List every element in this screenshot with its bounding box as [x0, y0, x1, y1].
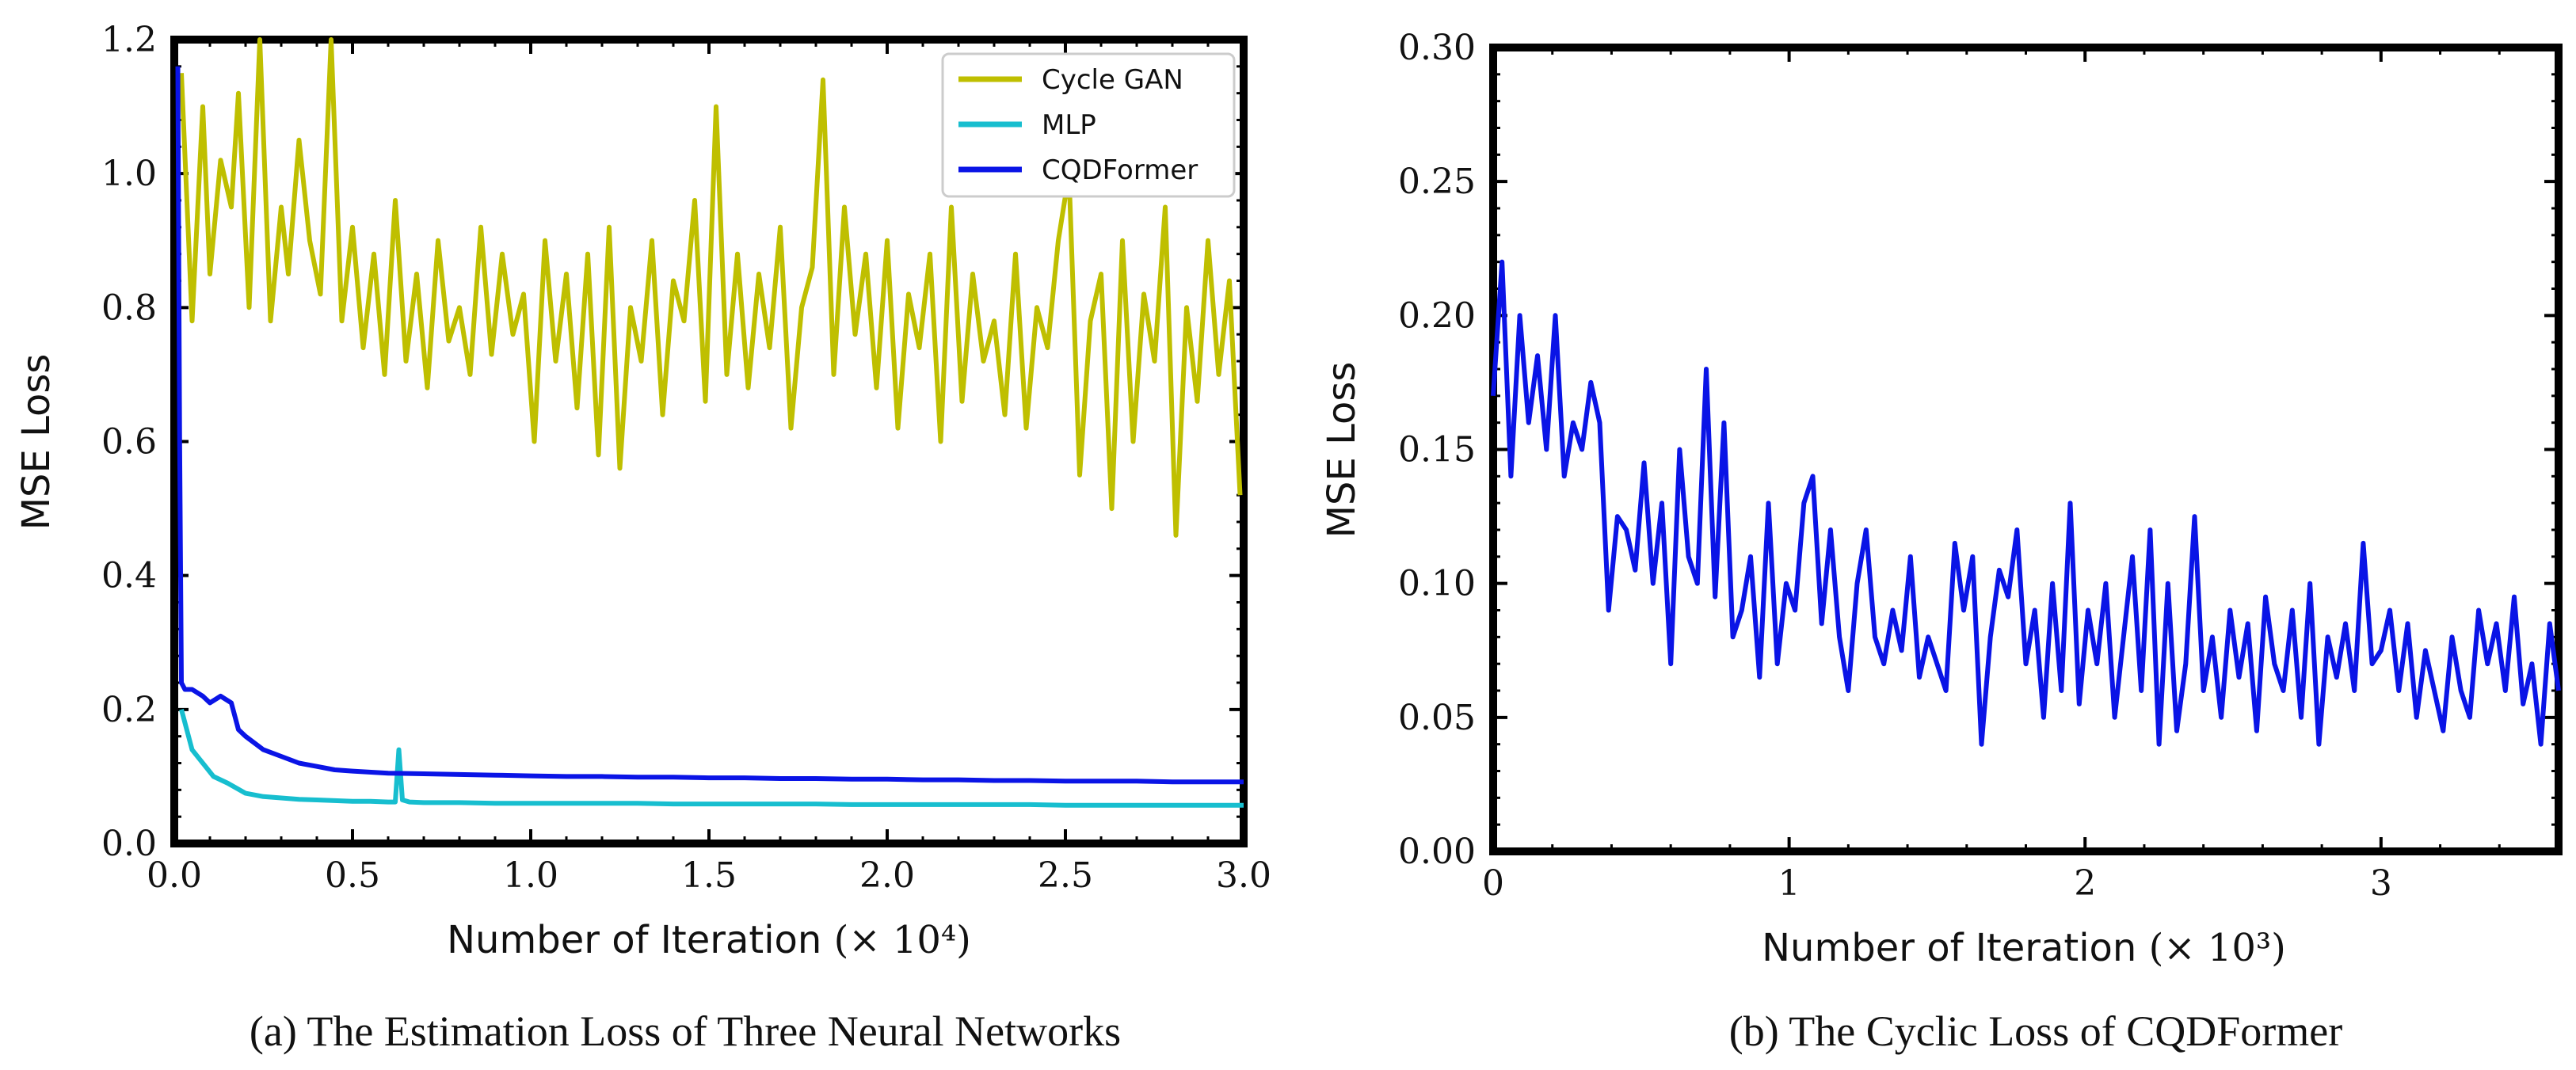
- legend-label-mlp: MLP: [1042, 109, 1096, 141]
- panel-a-ytick-label: 0.6: [101, 422, 157, 463]
- panel-a-ytick-label: 0.8: [101, 287, 157, 328]
- panel-b-plot-frame: [1489, 44, 2563, 855]
- panel-a-ylabel: MSE Loss: [14, 354, 59, 531]
- panel-b-ytick-label: 0.05: [1398, 698, 1476, 738]
- panel-b-ytick-label: 0.00: [1398, 832, 1476, 872]
- panel-b-ytick-label: 0.15: [1398, 430, 1476, 470]
- panel-b-ytick-label: 0.30: [1398, 28, 1476, 68]
- panel-b-ytick-label: 0.20: [1398, 295, 1476, 336]
- panel-b-caption: (b) The Cyclic Loss of CQDFormer: [1729, 1007, 2342, 1055]
- panel-a-xtick-label: 3.0: [1216, 855, 1271, 896]
- panel-b-series-cqdformer: [1491, 259, 2561, 747]
- panel-b-xlabel: Number of Iteration (× 10³): [1762, 926, 2286, 970]
- panel-a-ytick-label: 1.0: [101, 154, 157, 194]
- panel-a-xtick-label: 0.0: [147, 855, 202, 896]
- panel-b-ytick-label: 0.25: [1398, 162, 1476, 202]
- panel-a-xtick-label: 0.5: [325, 855, 380, 896]
- panel-b-ticks: [1492, 46, 2560, 853]
- panel-b-xtick-label: 0: [1482, 863, 1504, 904]
- panel-a-xtick-label: 2.5: [1038, 855, 1093, 896]
- panel-b-tick-labels: 0 1 2 3 0.00 0.05 0.10 0.15 0.20 0.25 0.30: [1398, 28, 2392, 904]
- panel-a-xtick-label: 1.0: [503, 855, 558, 896]
- panel-b-ytick-label: 0.10: [1398, 564, 1476, 604]
- panel-a-xlabel-unit: (× 10⁴): [834, 918, 971, 962]
- panel-a-ytick-label: 0.4: [101, 556, 157, 596]
- panel-a-tick-labels: 0.0 0.5 1.0 1.5 2.0 2.5 3.0 0.0 0.2 0.4 0.6 0.8 1.0 1…: [101, 20, 1271, 896]
- panel-a-xlabel: Number of Iteration (× 10⁴): [447, 918, 971, 962]
- panel-a-caption: (a) The Estimation Loss of Three Neural …: [250, 1007, 1121, 1055]
- legend-label-cycle-gan: Cycle GAN: [1042, 64, 1183, 96]
- panel-b-chart: 0 1 2 3 0.00 0.05 0.10 0.15 0.20 0.25 0.30 MSE Los…: [1320, 28, 2563, 1055]
- panel-a-series-cqdformer: [175, 66, 1244, 785]
- panel-a-series-group: [175, 37, 1244, 808]
- panel-a-series-mlp: [179, 709, 1244, 808]
- panel-a-xtick-label: 2.0: [859, 855, 915, 896]
- panel-a-ytick-label: 1.2: [101, 20, 157, 60]
- legend-label-cqdformer: CQDFormer: [1042, 154, 1198, 186]
- panel-a-ytick-label: 0.2: [101, 690, 157, 730]
- panel-b-xtick-label: 1: [1778, 863, 1801, 904]
- panel-a-series-cycle-gan: [179, 37, 1243, 538]
- panel-a-xtick-label: 1.5: [681, 855, 737, 896]
- panel-b-xtick-label: 2: [2074, 863, 2096, 904]
- panel-a-xlabel-text: Number of Iteration: [447, 918, 821, 962]
- panel-b-xlabel-unit: (× 10³): [2149, 926, 2286, 970]
- panel-b-ylabel: MSE Loss: [1320, 362, 1364, 539]
- panel-b-series-group: [1491, 259, 2561, 747]
- panel-a-chart: 0.0 0.5 1.0 1.5 2.0 2.5 3.0 0.0 0.2 0.4 0.6 0.8 1.0 1…: [14, 20, 1271, 1055]
- panel-b-xtick-label: 3: [2370, 863, 2392, 904]
- legend-box: [941, 52, 1236, 198]
- panel-a-legend: Cycle GAN MLP CQDFormer: [941, 52, 1236, 198]
- panel-b-xlabel-text: Number of Iteration: [1762, 926, 2136, 970]
- panel-a-ytick-label: 0.0: [101, 824, 157, 864]
